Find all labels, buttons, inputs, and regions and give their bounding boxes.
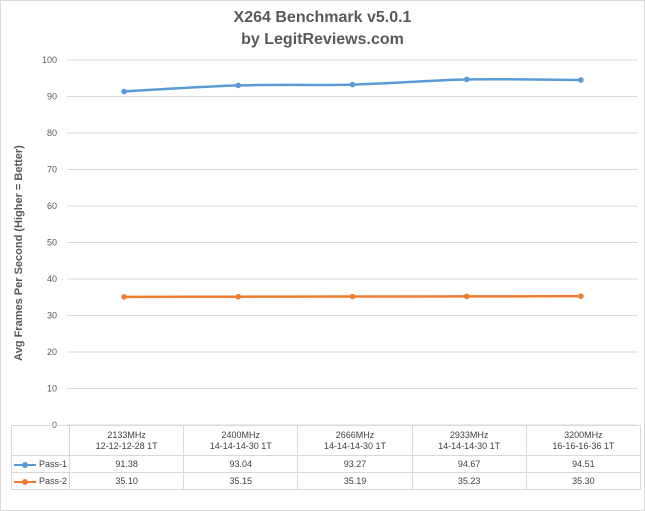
data-label: 94.51 xyxy=(525,455,641,473)
y-tick-label: 50 xyxy=(47,238,57,248)
data-point xyxy=(463,76,470,83)
data-point xyxy=(578,293,584,299)
category-label: 2933MHz 14-14-14-30 1T xyxy=(411,425,527,456)
y-tick-label: 80 xyxy=(47,128,57,138)
data-point xyxy=(349,293,356,300)
gridlines xyxy=(67,59,638,426)
category-label: 2133MHz 12-12-12-28 1T xyxy=(68,425,185,456)
data-label: 93.27 xyxy=(297,455,413,473)
data-point xyxy=(235,82,242,89)
y-tick-label: 60 xyxy=(47,201,57,211)
data-label: 91.38 xyxy=(68,455,185,473)
category-label: 3200MHz 16-16-16-36 1T xyxy=(525,425,641,456)
category-timing: 14-14-14-30 1T xyxy=(209,440,272,451)
legend-label: Pass-2 xyxy=(39,476,68,486)
category-speed: 2666MHz xyxy=(335,429,375,440)
legend-entry-pass-1: Pass-1 xyxy=(11,455,70,473)
category-speed: 2933MHz xyxy=(449,429,489,440)
category-speed: 2400MHz xyxy=(221,429,261,440)
data-point xyxy=(121,294,127,300)
legend-label: Pass-1 xyxy=(39,459,68,469)
data-label: 35.19 xyxy=(297,472,413,490)
data-point xyxy=(578,77,584,83)
y-tick-label: 40 xyxy=(47,274,57,284)
data-label: 94.67 xyxy=(411,455,527,473)
y-tick-label: 100 xyxy=(42,55,57,65)
y-tick-label: 20 xyxy=(47,347,57,357)
category-timing: 14-14-14-30 1T xyxy=(438,440,501,451)
category-label: 2400MHz 14-14-14-30 1T xyxy=(183,425,299,456)
chart-subtitle: by LegitReviews.com xyxy=(241,31,404,48)
data-point xyxy=(349,81,356,88)
category-timing: 12-12-12-28 1T xyxy=(95,440,158,451)
y-tick-label: 10 xyxy=(47,384,57,394)
legend-key-icon xyxy=(14,461,36,469)
data-point xyxy=(121,88,127,95)
data-table-corner xyxy=(11,425,70,456)
data-label: 93.04 xyxy=(183,455,299,473)
data-point xyxy=(235,293,242,300)
data-label: 35.10 xyxy=(68,472,185,490)
data-label: 35.23 xyxy=(411,472,527,490)
data-point xyxy=(463,293,470,300)
data-table: 2133MHz 12-12-12-28 1T 2400MHz 14-14-14-30… xyxy=(11,425,641,490)
series-row-pass-1: Pass-1 91.38 93.04 93.27 94.67 94.51 xyxy=(11,455,641,473)
y-tick-label: 90 xyxy=(47,92,57,102)
category-timing: 16-16-16-36 1T xyxy=(552,440,615,451)
category-speed: 2133MHz xyxy=(107,429,146,440)
series-lines xyxy=(121,76,584,300)
legend-entry-pass-2: Pass-2 xyxy=(11,472,70,490)
legend-key-icon xyxy=(14,478,36,486)
series-row-pass-2: Pass-2 35.10 35.15 35.19 35.23 35.30 xyxy=(11,472,641,490)
data-label: 35.30 xyxy=(525,472,641,490)
category-speed: 3200MHz xyxy=(564,429,603,440)
data-label: 35.15 xyxy=(183,472,299,490)
chart-title: X264 Benchmark v5.0.1 xyxy=(233,9,412,26)
category-row: 2133MHz 12-12-12-28 1T 2400MHz 14-14-14-30… xyxy=(11,425,641,456)
y-tick-label: 30 xyxy=(47,311,57,321)
category-timing: 14-14-14-30 1T xyxy=(323,440,386,451)
y-tick-label: 70 xyxy=(47,165,57,175)
category-label: 2666MHz 14-14-14-30 1T xyxy=(297,425,413,456)
